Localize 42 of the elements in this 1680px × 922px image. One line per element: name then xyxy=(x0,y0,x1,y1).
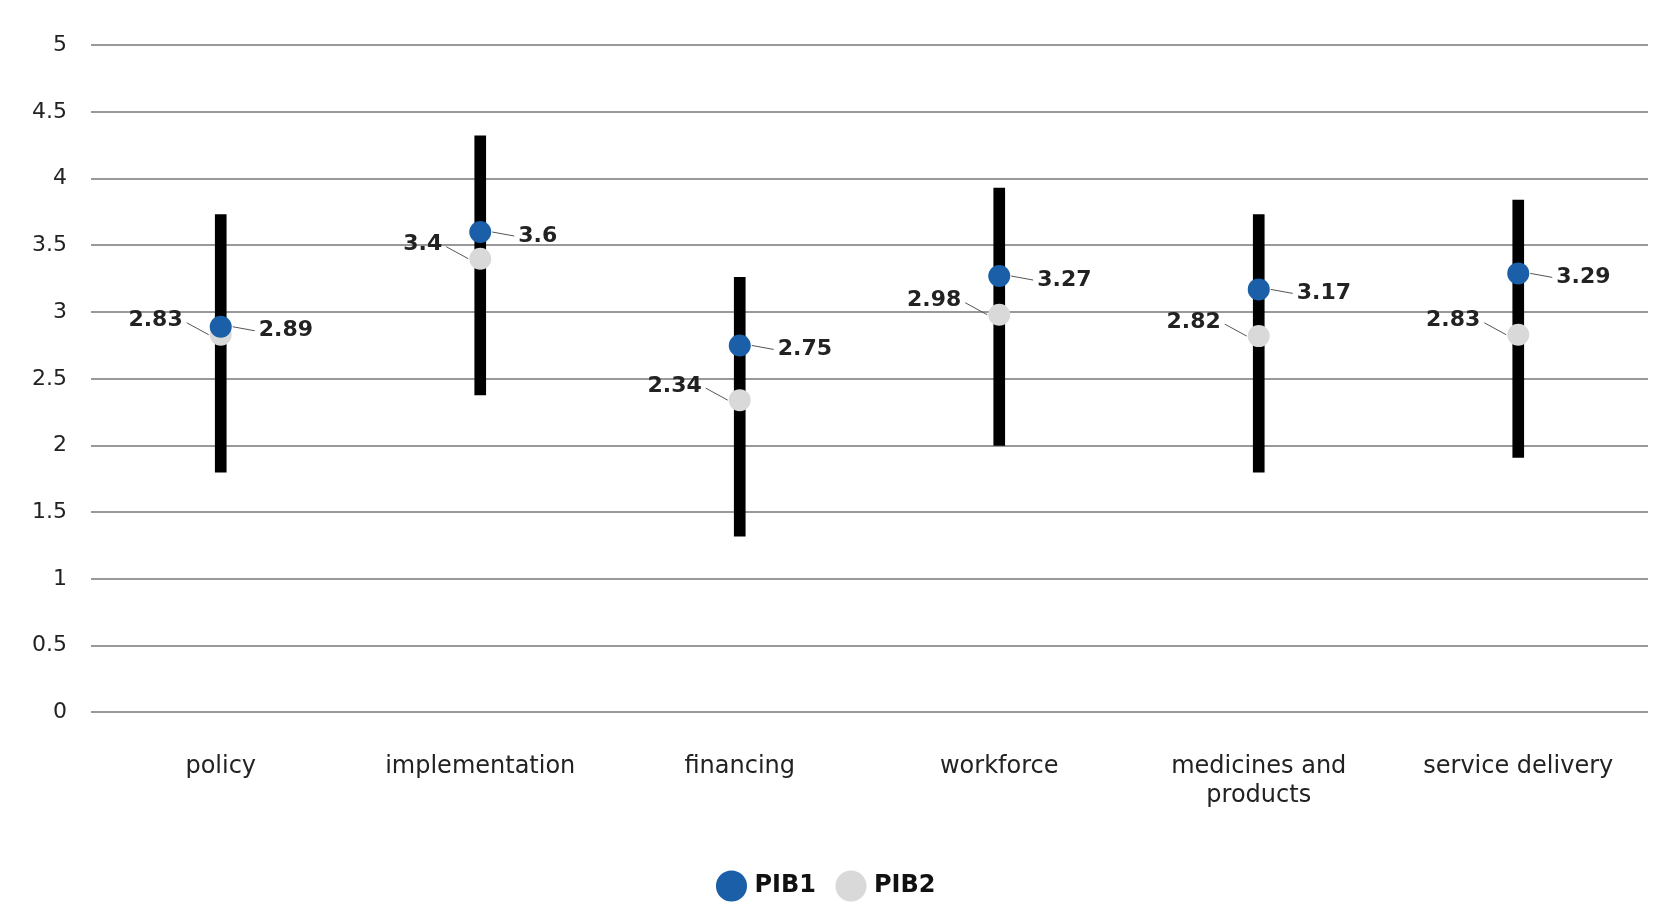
y-tick-label: 4.5 xyxy=(31,97,67,123)
data-label: 2.82 xyxy=(1166,307,1221,333)
point xyxy=(728,334,751,357)
x-tick-label: medicines and products xyxy=(1171,751,1347,808)
data-label: 3.29 xyxy=(1556,263,1611,289)
y-tick-label: 0 xyxy=(52,698,67,724)
point xyxy=(469,247,492,270)
point xyxy=(988,303,1011,326)
x-tick-label: policy xyxy=(185,751,257,780)
data-label: 2.83 xyxy=(128,306,183,332)
x-tick-label: implementation xyxy=(385,751,576,780)
y-tick-label: 4 xyxy=(52,164,67,190)
legend-label: PIB1 xyxy=(754,870,816,899)
data-label: 3.27 xyxy=(1037,265,1092,291)
point xyxy=(1247,325,1270,348)
x-tick-label: workforce xyxy=(939,751,1059,780)
data-label: 2.75 xyxy=(777,335,833,361)
y-tick-label: 2 xyxy=(52,431,67,457)
data-label: 3.4 xyxy=(403,230,443,256)
y-tick-label: 3.5 xyxy=(31,231,67,257)
data-label: 2.34 xyxy=(647,371,702,397)
point xyxy=(1507,323,1530,346)
legend-label: PIB2 xyxy=(874,870,936,899)
point xyxy=(469,221,492,244)
data-label: 2.83 xyxy=(1425,306,1481,332)
data-label: 3.17 xyxy=(1296,279,1352,305)
data-label: 2.98 xyxy=(906,286,962,312)
x-tick-label: financing xyxy=(684,751,796,780)
y-tick-label: 2.5 xyxy=(31,364,67,390)
y-tick-label: 1 xyxy=(52,564,67,590)
point xyxy=(988,265,1011,288)
data-label: 2.89 xyxy=(258,316,314,342)
y-tick-label: 5 xyxy=(52,30,67,56)
y-tick-label: 3 xyxy=(52,297,67,323)
point xyxy=(1507,262,1530,285)
point xyxy=(728,389,751,412)
point xyxy=(1247,278,1270,301)
data-label: 3.6 xyxy=(518,221,558,247)
y-tick-label: 0.5 xyxy=(31,631,67,657)
point xyxy=(209,315,232,338)
y-tick-label: 1.5 xyxy=(31,497,67,523)
x-tick-label: service delivery xyxy=(1423,751,1614,780)
